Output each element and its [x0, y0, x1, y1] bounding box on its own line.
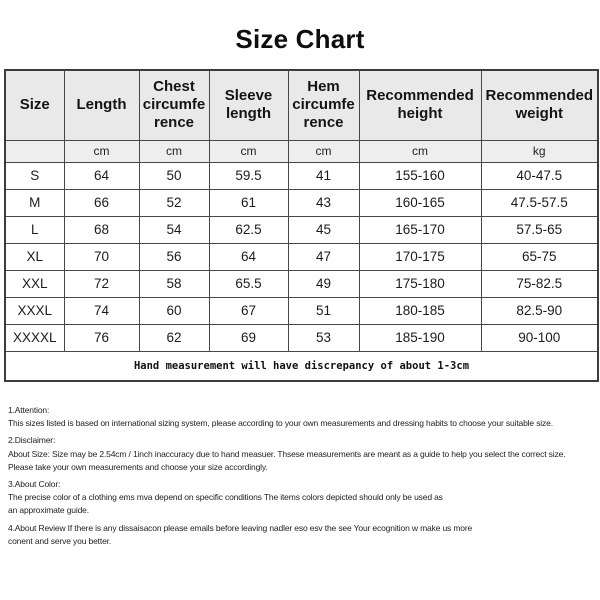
weight-cell: 40-47.5	[480, 161, 599, 190]
sleeve-cell: 67	[208, 296, 289, 325]
hem-cell: 41	[287, 161, 360, 190]
unit-cell: cm	[208, 139, 289, 163]
column-header-size: Size	[4, 69, 65, 141]
note-attention: 1.Attention: This sizes listed is based …	[8, 405, 553, 429]
sleeve-cell: 65.5	[208, 269, 289, 298]
size-cell: S	[4, 161, 65, 190]
weight-cell: 75-82.5	[480, 269, 599, 298]
table-header-row: Size Length Chest circumfe rence Sleeve …	[4, 69, 599, 141]
hem-cell: 53	[287, 323, 360, 352]
chest-cell: 52	[138, 188, 210, 217]
length-cell: 70	[63, 242, 140, 271]
chest-cell: 50	[138, 161, 210, 190]
weight-cell: 82.5-90	[480, 296, 599, 325]
height-cell: 165-170	[358, 215, 482, 244]
unit-cell: cm	[138, 139, 210, 163]
length-cell: 72	[63, 269, 140, 298]
sleeve-cell: 64	[208, 242, 289, 271]
unit-cell: cm	[358, 139, 482, 163]
chest-cell: 58	[138, 269, 210, 298]
table-row-xxxl: XXXL 74 60 67 51 180-185 82.5-90	[4, 296, 599, 325]
hem-cell: 43	[287, 188, 360, 217]
unit-cell: cm	[287, 139, 360, 163]
chest-cell: 54	[138, 215, 210, 244]
hem-cell: 49	[287, 269, 360, 298]
note-about-color: 3.About Color: The precise color of a cl…	[8, 479, 443, 516]
chest-cell: 62	[138, 323, 210, 352]
length-cell: 76	[63, 323, 140, 352]
note-about-review: 4.About Review If there is any dissaisac…	[8, 522, 473, 546]
table-row-xl: XL 70 56 64 47 170-175 65-75	[4, 242, 599, 271]
weight-cell: 65-75	[480, 242, 599, 271]
units-row: cm cm cm cm cm kg	[4, 139, 599, 163]
page-title: Size Chart	[235, 24, 365, 54]
size-cell: XXXL	[4, 296, 65, 325]
size-cell: XXXXL	[4, 323, 65, 352]
table-row-m: M 66 52 61 43 160-165 47.5-57.5	[4, 188, 599, 217]
height-cell: 185-190	[358, 323, 482, 352]
weight-cell: 47.5-57.5	[480, 188, 599, 217]
hem-cell: 47	[287, 242, 360, 271]
height-cell: 160-165	[358, 188, 482, 217]
notes-section: 1.Attention: This sizes listed is based …	[8, 404, 596, 552]
column-header-recommended-weight: Recommended weight	[480, 69, 599, 141]
sleeve-cell: 69	[208, 323, 289, 352]
size-cell: XL	[4, 242, 65, 271]
hem-cell: 45	[287, 215, 360, 244]
column-header-hem-circumference: Hem circumfe rence	[287, 69, 360, 141]
unit-cell: cm	[63, 139, 140, 163]
note-disclaimer: 2.Disclaimer: About Size: Size may be 2.…	[8, 435, 566, 472]
height-cell: 175-180	[358, 269, 482, 298]
column-header-sleeve-length: Sleeve length	[208, 69, 289, 141]
size-cell: M	[4, 188, 65, 217]
column-header-recommended-height: Recommended height	[358, 69, 482, 141]
measurement-discrepancy-note: Hand measurement will have discrepancy o…	[4, 350, 599, 382]
unit-cell	[4, 139, 65, 163]
sleeve-cell: 62.5	[208, 215, 289, 244]
hem-cell: 51	[287, 296, 360, 325]
length-cell: 68	[63, 215, 140, 244]
size-cell: XXL	[4, 269, 65, 298]
table-row-s: S 64 50 59.5 41 155-160 40-47.5	[4, 161, 599, 190]
size-chart-table: Size Length Chest circumfe rence Sleeve …	[4, 69, 599, 382]
table-row-xxxxl: XXXXL 76 62 69 53 185-190 90-100	[4, 323, 599, 352]
weight-cell: 57.5-65	[480, 215, 599, 244]
table-row-l: L 68 54 62.5 45 165-170 57.5-65	[4, 215, 599, 244]
height-cell: 170-175	[358, 242, 482, 271]
height-cell: 180-185	[358, 296, 482, 325]
chest-cell: 60	[138, 296, 210, 325]
table-row-xxl: XXL 72 58 65.5 49 175-180 75-82.5	[4, 269, 599, 298]
chest-cell: 56	[138, 242, 210, 271]
height-cell: 155-160	[358, 161, 482, 190]
sleeve-cell: 61	[208, 188, 289, 217]
column-header-length: Length	[63, 69, 140, 141]
weight-cell: 90-100	[480, 323, 599, 352]
footnote-row: Hand measurement will have discrepancy o…	[4, 350, 599, 382]
length-cell: 66	[63, 188, 140, 217]
sleeve-cell: 59.5	[208, 161, 289, 190]
length-cell: 74	[63, 296, 140, 325]
unit-cell: kg	[480, 139, 599, 163]
size-cell: L	[4, 215, 65, 244]
column-header-chest-circumference: Chest circumfe rence	[138, 69, 210, 141]
length-cell: 64	[63, 161, 140, 190]
